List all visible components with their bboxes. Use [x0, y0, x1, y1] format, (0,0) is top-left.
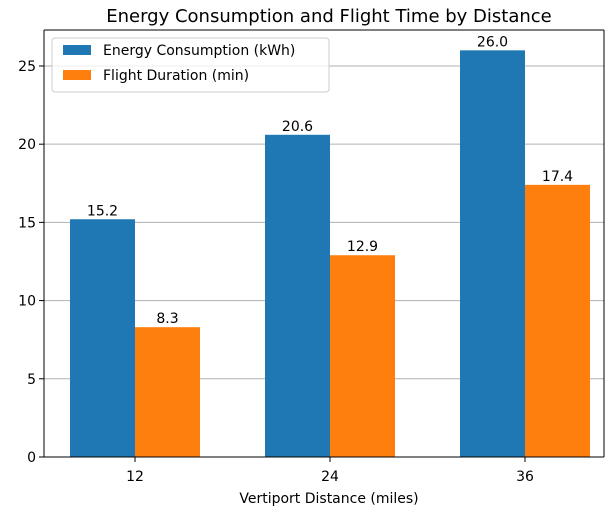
label-layer: 15.2 8.3 20.6 12.9 26.0 17.4	[87, 34, 573, 327]
legend-label-flight-duration: Flight Duration (min)	[103, 68, 249, 84]
y-tick-label: 20	[18, 137, 36, 153]
flight-duration-bar	[135, 327, 200, 457]
energy-bar-label: 20.6	[282, 119, 313, 135]
chart-title: Energy Consumption and Flight Time by Di…	[106, 6, 552, 27]
flight-duration-bar-label: 12.9	[347, 239, 378, 255]
y-tick-label: 10	[18, 294, 36, 310]
legend-box	[51, 37, 330, 93]
flight-duration-bar-label: 17.4	[542, 169, 573, 185]
y-tick-label: 15	[18, 215, 36, 231]
energy-bar-label: 26.0	[477, 34, 508, 50]
energy-bar	[265, 134, 330, 458]
y-tick-label: 5	[27, 372, 36, 388]
flight-duration-bar	[525, 184, 590, 457]
bar-layer	[70, 50, 590, 458]
x-tick-label: 24	[321, 469, 339, 485]
axes-layer: 0 5 10 15 20 25 12 24 36	[18, 29, 605, 485]
x-tick-label: 36	[516, 469, 534, 485]
legend: Energy Consumption (kWh) Flight Duration…	[51, 37, 330, 93]
energy-bar-label: 15.2	[87, 203, 118, 219]
flight-duration-bar	[330, 255, 395, 457]
y-tick-label: 25	[18, 59, 36, 75]
legend-label-energy: Energy Consumption (kWh)	[103, 43, 295, 59]
energy-bar	[70, 219, 135, 457]
legend-swatch-flight-duration	[63, 70, 91, 80]
y-tick-label: 0	[27, 450, 36, 466]
x-axis-label: Vertiport Distance (miles)	[239, 491, 418, 507]
flight-duration-bar-label: 8.3	[156, 311, 178, 327]
x-tick-label: 12	[126, 469, 144, 485]
legend-swatch-energy	[63, 45, 91, 55]
energy-bar	[460, 50, 525, 457]
